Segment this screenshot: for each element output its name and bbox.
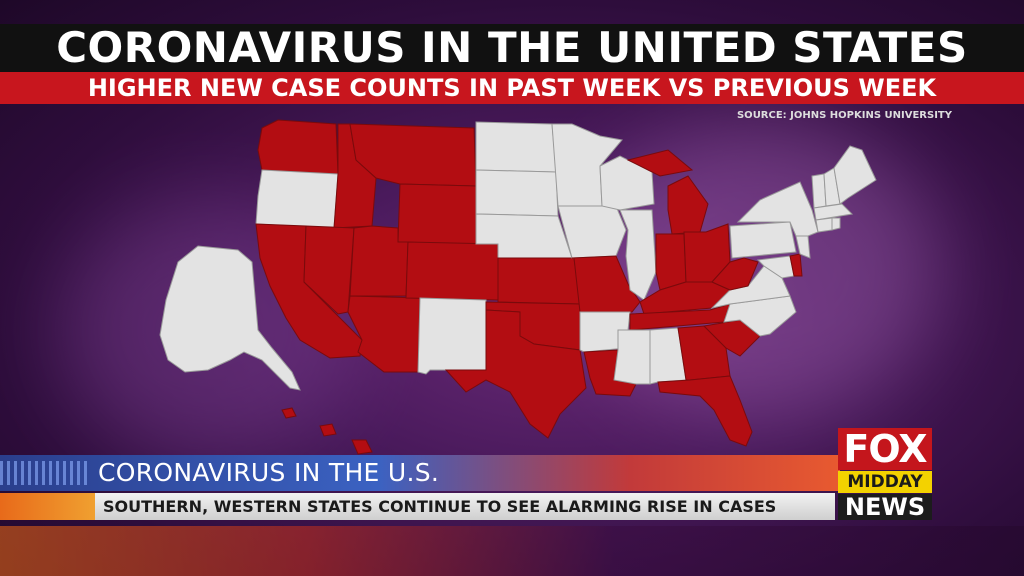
state-ME [833, 145, 877, 205]
state-WY [397, 183, 477, 245]
headline-text: CORONAVIRUS IN THE U.S. [98, 458, 440, 487]
state-IN [655, 233, 687, 291]
state-ND [475, 121, 557, 173]
state-PA [729, 221, 797, 259]
state-IL [619, 209, 657, 301]
state-CO [405, 241, 499, 301]
logo-news: NEWS [838, 494, 932, 520]
state-CT [815, 217, 833, 233]
state-WI [599, 155, 655, 211]
ticker-bar: SOUTHERN, WESTERN STATES CONTINUE TO SEE… [95, 493, 835, 520]
state-OR [255, 169, 339, 229]
state-NV [303, 225, 355, 315]
state-HI [281, 407, 373, 455]
subtitle-bar: HIGHER NEW CASE COUNTS IN PAST WEEK VS P… [0, 72, 1024, 104]
state-RI [831, 217, 841, 231]
logo-fox: FOX [838, 428, 932, 470]
page-title: CORONAVIRUS IN THE UNITED STATES [56, 23, 968, 72]
lower-third: CORONAVIRUS IN THE U.S. SOUTHERN, WESTER… [0, 455, 840, 525]
state-DE [789, 253, 803, 277]
stripe-decoration [0, 461, 90, 485]
state-MO [571, 255, 641, 313]
state-AK [159, 245, 301, 391]
state-WV [711, 257, 759, 291]
state-MS [613, 329, 651, 385]
state-NM [417, 297, 487, 375]
logo-midday: MIDDAY [838, 471, 932, 493]
state-MA [813, 203, 854, 221]
state-AZ [347, 295, 421, 373]
source-credit: SOURCE: JOHNS HOPKINS UNIVERSITY [736, 110, 952, 121]
headline-bar: CORONAVIRUS IN THE U.S. [0, 455, 840, 491]
fox-midday-news-logo: FOX MIDDAY NEWS [838, 428, 932, 520]
ticker-text: SOUTHERN, WESTERN STATES CONTINUE TO SEE… [103, 497, 777, 516]
title-bar: CORONAVIRUS IN THE UNITED STATES [0, 24, 1024, 72]
page-subtitle: HIGHER NEW CASE COUNTS IN PAST WEEK VS P… [87, 74, 937, 102]
state-SD [475, 169, 559, 217]
state-FL [657, 375, 753, 447]
state-MD [756, 255, 795, 279]
state-TX [444, 309, 587, 439]
state-WA [257, 119, 339, 175]
ticker-accent [0, 493, 95, 520]
bottom-band [0, 526, 1024, 576]
state-KS [497, 257, 581, 305]
